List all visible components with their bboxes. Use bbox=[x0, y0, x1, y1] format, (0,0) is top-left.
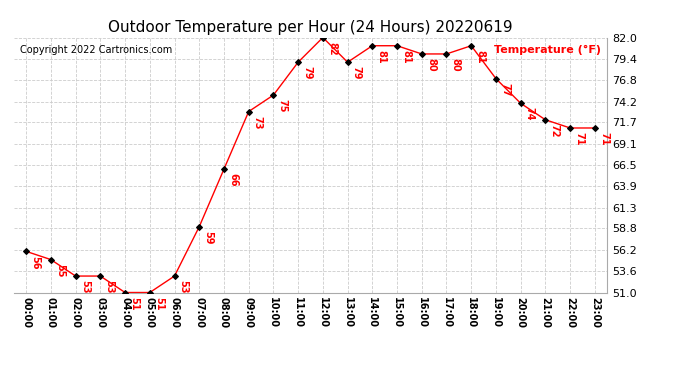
Text: 81: 81 bbox=[401, 50, 411, 63]
Text: 77: 77 bbox=[500, 83, 510, 96]
Text: Copyright 2022 Cartronics.com: Copyright 2022 Cartronics.com bbox=[20, 45, 172, 55]
Point bbox=[46, 256, 57, 262]
Point bbox=[466, 43, 477, 49]
Point bbox=[194, 224, 205, 230]
Point bbox=[268, 92, 279, 98]
Text: 80: 80 bbox=[426, 58, 436, 72]
Text: 59: 59 bbox=[204, 231, 213, 244]
Text: 75: 75 bbox=[277, 99, 288, 113]
Text: 79: 79 bbox=[302, 66, 313, 80]
Text: 71: 71 bbox=[599, 132, 609, 146]
Point bbox=[491, 76, 502, 82]
Text: 80: 80 bbox=[451, 58, 461, 72]
Point bbox=[342, 59, 353, 65]
Text: 79: 79 bbox=[352, 66, 362, 80]
Text: 82: 82 bbox=[327, 42, 337, 55]
Point bbox=[515, 100, 526, 106]
Point bbox=[70, 273, 81, 279]
Text: 56: 56 bbox=[30, 255, 40, 269]
Text: 66: 66 bbox=[228, 173, 238, 187]
Point bbox=[317, 34, 328, 40]
Text: Temperature (°F): Temperature (°F) bbox=[494, 45, 601, 55]
Text: 71: 71 bbox=[574, 132, 584, 146]
Point bbox=[441, 51, 452, 57]
Text: 51: 51 bbox=[154, 297, 164, 310]
Text: 81: 81 bbox=[475, 50, 485, 63]
Text: 55: 55 bbox=[55, 264, 65, 277]
Point bbox=[219, 166, 230, 172]
Point bbox=[416, 51, 427, 57]
Text: 74: 74 bbox=[525, 108, 535, 121]
Point bbox=[21, 248, 32, 254]
Text: 53: 53 bbox=[179, 280, 188, 294]
Point bbox=[564, 125, 575, 131]
Point bbox=[119, 290, 130, 296]
Text: 81: 81 bbox=[377, 50, 386, 63]
Point bbox=[169, 273, 180, 279]
Point bbox=[243, 108, 254, 114]
Point bbox=[95, 273, 106, 279]
Text: 73: 73 bbox=[253, 116, 263, 129]
Point bbox=[589, 125, 600, 131]
Point bbox=[293, 59, 304, 65]
Point bbox=[540, 117, 551, 123]
Text: 53: 53 bbox=[104, 280, 115, 294]
Title: Outdoor Temperature per Hour (24 Hours) 20220619: Outdoor Temperature per Hour (24 Hours) … bbox=[108, 20, 513, 35]
Point bbox=[367, 43, 378, 49]
Point bbox=[391, 43, 402, 49]
Text: 72: 72 bbox=[549, 124, 560, 137]
Text: 53: 53 bbox=[80, 280, 90, 294]
Text: 51: 51 bbox=[129, 297, 139, 310]
Point bbox=[144, 290, 155, 296]
